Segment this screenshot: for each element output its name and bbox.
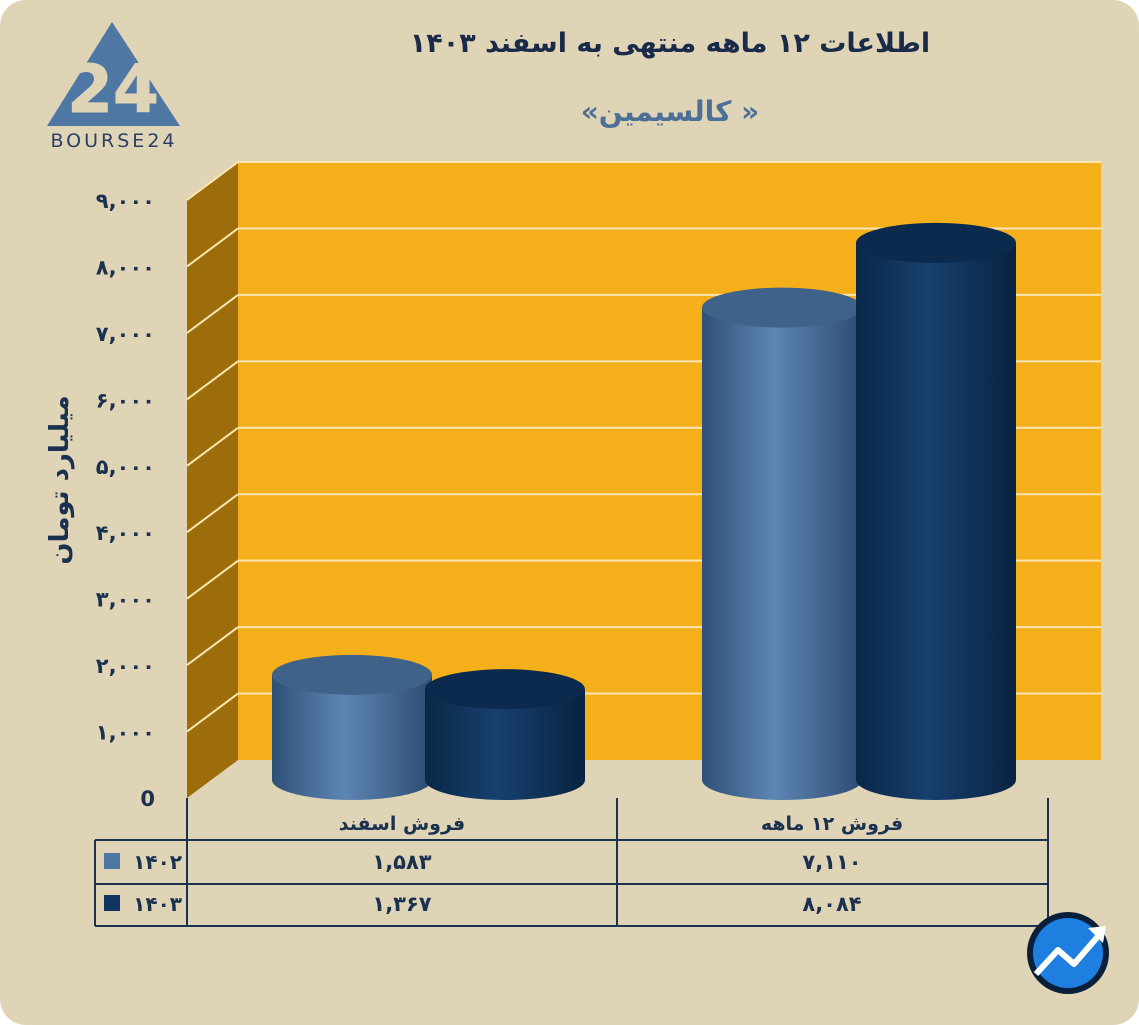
y-tick-label: ۴,۰۰۰ (96, 521, 155, 545)
legend-swatch (104, 853, 120, 869)
gridline-side (186, 559, 239, 600)
bar-body (272, 674, 432, 800)
category-label: فروش ۱۲ ماهه (761, 813, 903, 835)
bar-body (702, 307, 862, 800)
data-table: فروش اسفند فروش ۱۲ ماهه ۱۴۰۲ ۱,۵۸۳ ۷,۱۱۰ ۱۴۰۳… (94, 798, 1049, 927)
y-tick-label: ۷,۰۰۰ (96, 322, 155, 346)
bar-1-1 (856, 222, 1016, 801)
gridline-side (186, 426, 239, 467)
data-label: ۱,۵۸۳ (372, 850, 431, 874)
y-tick-labels: 0 ۱,۰۰۰ ۲,۰۰۰ ۳,۰۰۰ ۴,۰۰۰ ۵,۰۰۰ ۶,۰۰۰ ۷,۰۰۰ ۸,۰۰… (96, 189, 155, 811)
data-label: ۱,۳۶۷ (372, 892, 431, 916)
bar-1-0 (425, 669, 585, 800)
y-tick-label: ۳,۰۰۰ (96, 588, 155, 612)
y-tick-label: ۶,۰۰۰ (96, 388, 155, 412)
chart-title: اطلاعات ۱۲ ماهه منتهی به اسفند ۱۴۰۳ (409, 28, 931, 59)
data-label: ۷,۱۱۰ (802, 850, 861, 874)
gridline-side (186, 227, 239, 268)
data-label: ۸,۰۸۴ (802, 892, 861, 916)
chart-subtitle: « کالسیمین» (580, 95, 760, 128)
bars (272, 222, 1016, 801)
y-tick-label: ۹,۰۰۰ (96, 189, 155, 213)
bourse24-logo: 24 (47, 22, 180, 129)
y-tick-label: 0 (140, 787, 155, 811)
gridline-side (186, 294, 239, 334)
category-label: فروش اسفند (339, 813, 466, 835)
gridline-side (186, 692, 239, 733)
bar-0-1 (702, 287, 862, 800)
y-tick-label: ۵,۰۰۰ (96, 455, 155, 479)
bar-body (425, 689, 585, 800)
logo-mark: 24 (67, 51, 159, 128)
bar-body (856, 242, 1016, 801)
legend-series-name: ۱۴۰۳ (133, 892, 182, 916)
y-axis-label: میلیارد تومان (45, 395, 75, 565)
y-tick-label: ۲,۰۰۰ (96, 654, 155, 678)
legend-swatch (104, 895, 120, 911)
y-tick-label: ۱,۰۰۰ (96, 721, 155, 745)
trend-badge-icon (1027, 912, 1109, 994)
bar-top (856, 222, 1016, 263)
gridline-side (186, 626, 239, 666)
legend-series-name: ۱۴۰۲ (133, 850, 182, 874)
gridline-side (186, 161, 239, 201)
bar-top (425, 669, 585, 710)
logo-text: BOURSE24 (50, 130, 178, 152)
bar-top (702, 287, 862, 328)
gridline-side (186, 360, 239, 401)
plot-side-wall (187, 162, 238, 798)
bar-top (272, 654, 432, 695)
bar-0-0 (272, 654, 432, 800)
gridline-side (186, 493, 239, 534)
y-tick-label: ۸,۰۰۰ (96, 255, 155, 279)
